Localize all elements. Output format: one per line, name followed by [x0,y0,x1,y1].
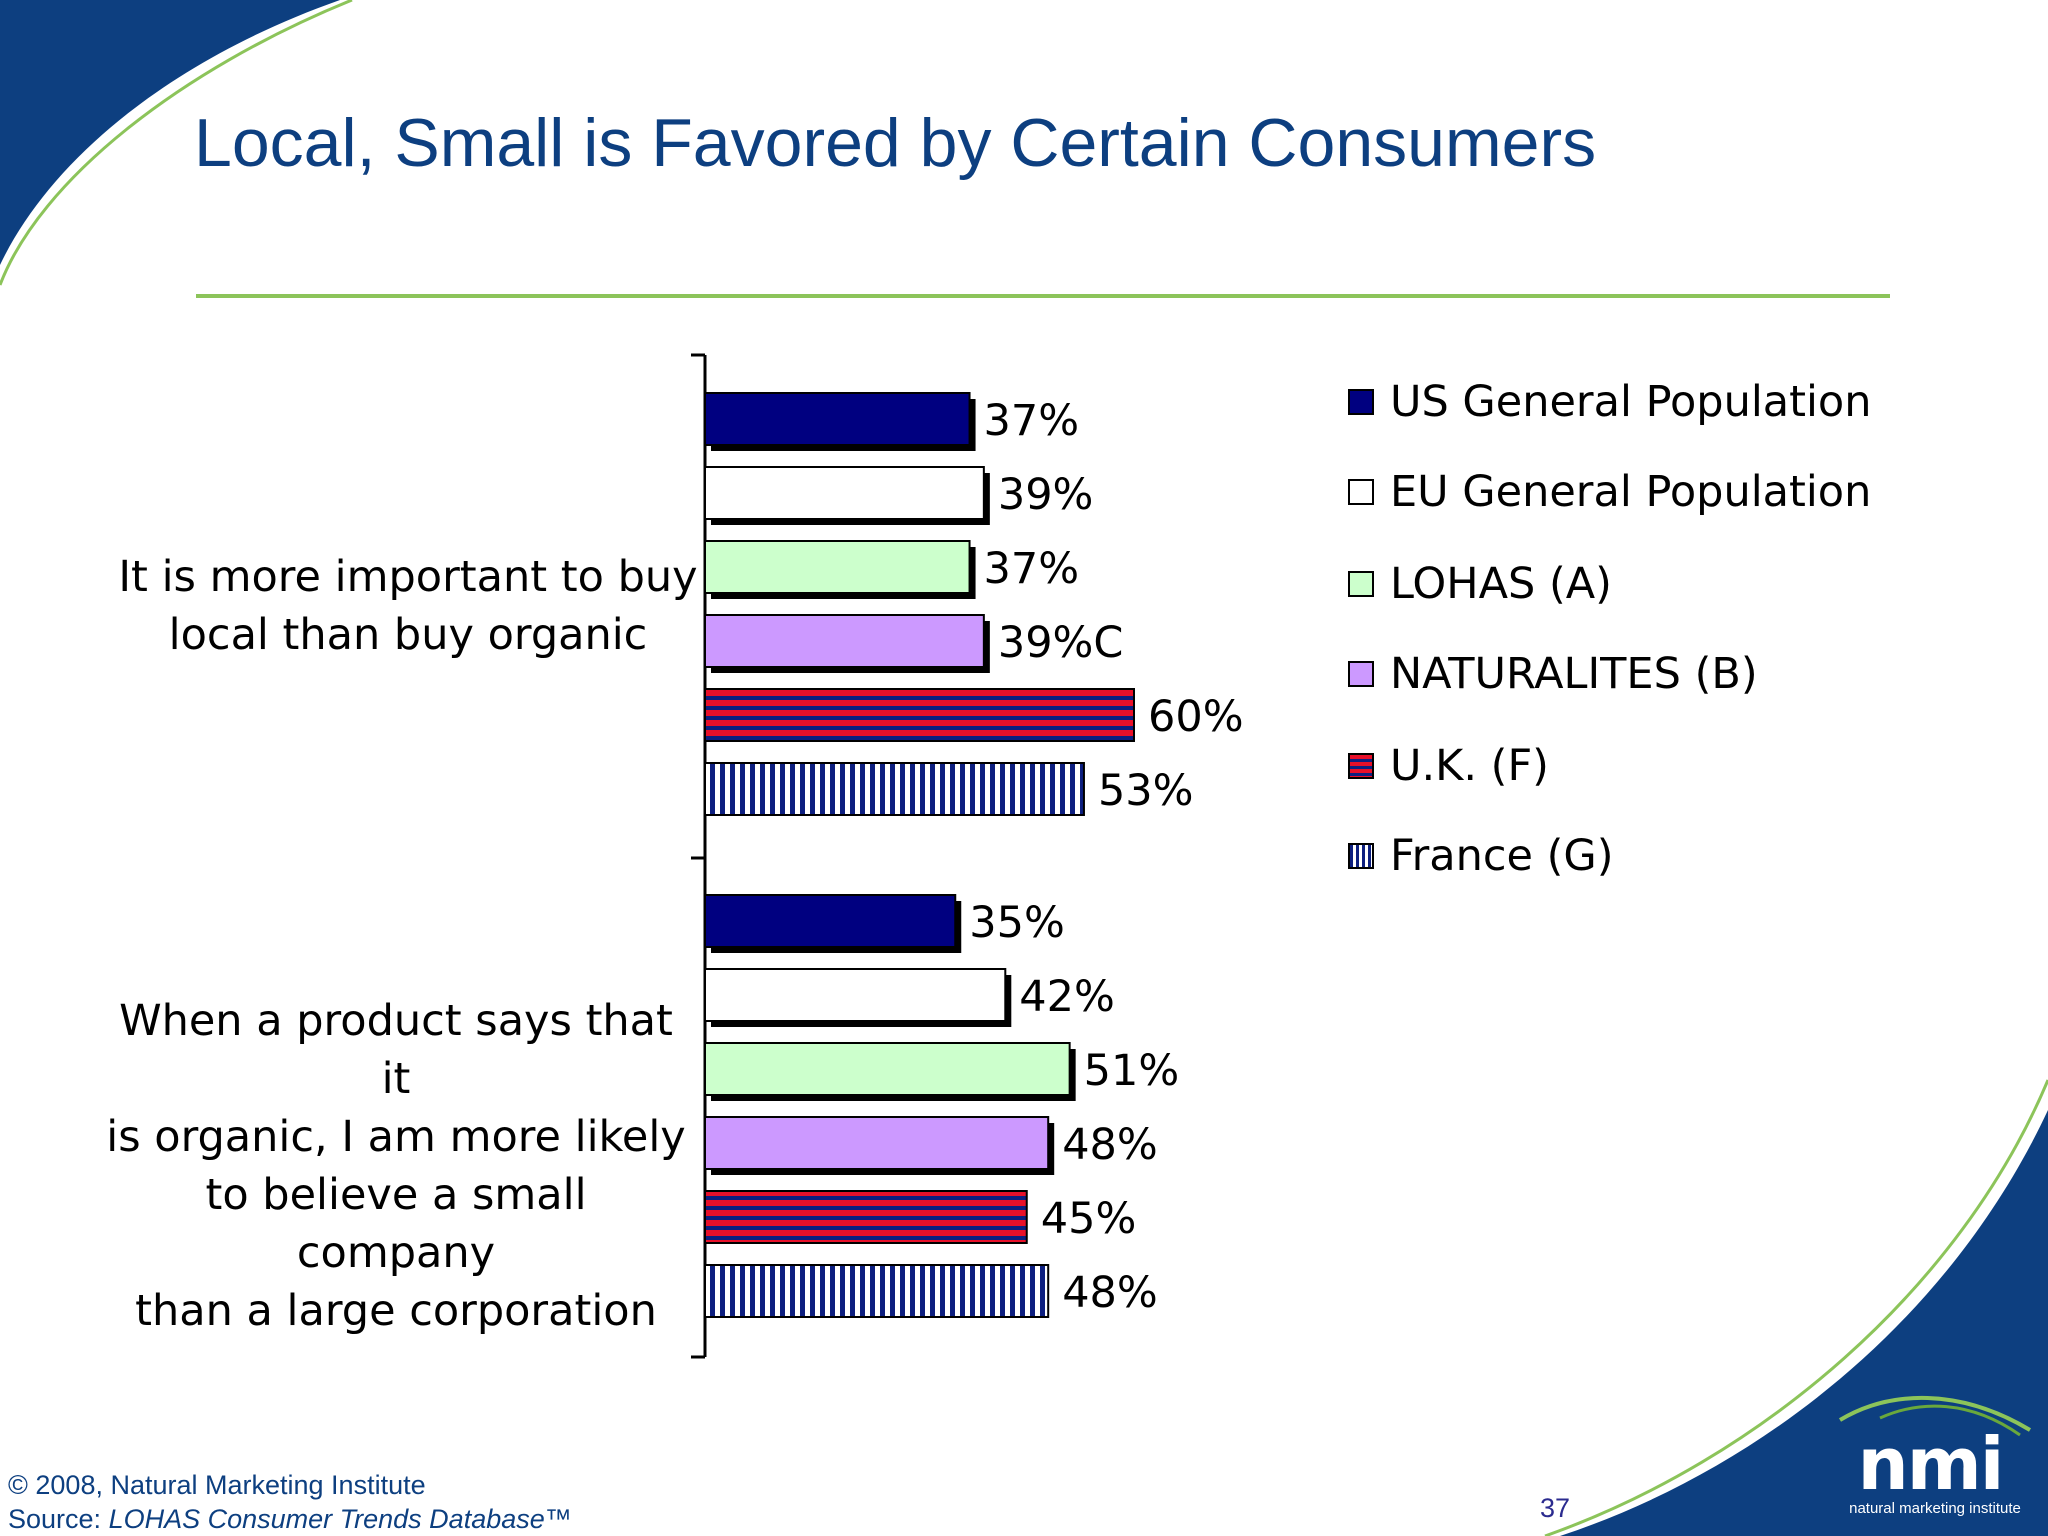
category-label: When a product says that it is organic, I… [106,992,686,1340]
legend-label: EU General Population [1390,467,1872,517]
footer: © 2008, Natural Marketing Institute Sour… [8,1468,572,1536]
title-divider [196,294,1890,298]
data-label: 35% [969,898,1065,948]
bottom-right-swoosh [1560,1110,2048,1536]
category-label-line: When a product says that it [119,996,673,1104]
legend-item: US General Population [1348,372,1871,432]
bar [704,688,1135,742]
data-label: 45% [1041,1194,1137,1244]
data-label: 39%C [998,618,1124,668]
legend-item: France (G) [1348,826,1614,886]
data-label: 42% [1019,972,1115,1022]
bar [704,1264,1050,1318]
bar [704,1042,1071,1096]
category-label: It is more important to buy local than bu… [118,548,698,664]
data-label: 39% [998,470,1094,520]
bar [704,540,971,594]
bar [704,1190,1028,1244]
data-label: 53% [1098,766,1194,816]
data-label: 37% [984,544,1080,594]
chart-data-labels: 37% 39% 37% 39%C 60% 53% 35% 42% 51% 48% 45% 48% [969,396,1243,1318]
legend-label: NATURALITES (B) [1390,649,1758,699]
data-label: 48% [1062,1268,1158,1318]
legend-label: France (G) [1390,831,1614,881]
legend-label: US General Population [1390,377,1872,427]
legend-swatch [1348,753,1374,779]
logo-subtext: natural marketing institute [1849,1500,2021,1517]
footer-source-name: LOHAS Consumer Trends Database™ [108,1504,572,1534]
slide-title: Local, Small is Favored by Certain Consu… [194,105,1597,181]
bottom-right-swoosh-line [1544,1079,2048,1536]
logo-swoosh-icon [1838,1395,2032,1437]
legend-label: LOHAS (A) [1390,559,1612,609]
top-left-swoosh [0,0,340,265]
category-label-line: is organic, I am more likely [106,1112,686,1162]
legend-item: U.K. (F) [1348,736,1549,796]
data-label: 37% [984,396,1080,446]
legend-swatch [1348,479,1374,505]
bar [704,1116,1050,1170]
bar [704,466,985,520]
footer-source-label: Source: [8,1504,109,1534]
nmi-logo: nmi natural marketing institute [1830,1390,2040,1520]
legend-item: NATURALITES (B) [1348,644,1758,704]
footer-copyright: © 2008, Natural Marketing Institute [8,1470,426,1500]
category-label-line: It is more important to buy [118,552,698,602]
legend-label: U.K. (F) [1390,741,1549,791]
page-number: 37 [1540,1493,1571,1523]
bar [704,968,1007,1022]
data-label: 48% [1062,1120,1158,1170]
bar [704,614,985,668]
category-label-line: to believe a small company [205,1170,587,1278]
data-label: 60% [1148,692,1244,742]
footer-source: Source: LOHAS Consumer Trends Database™ [8,1502,572,1536]
legend-item: LOHAS (A) [1348,554,1612,614]
category-label-line: local than buy organic [168,610,648,660]
legend-swatch [1348,661,1374,687]
chart-axis [691,353,707,1359]
legend-item: EU General Population [1348,462,1871,522]
bar [704,392,971,446]
top-left-swoosh-line [0,0,353,286]
legend-swatch [1348,389,1374,415]
legend-swatch [1348,843,1374,869]
category-label-line: than a large corporation [135,1286,657,1336]
bar [704,894,957,948]
legend-swatch [1348,571,1374,597]
data-label: 51% [1084,1046,1180,1096]
chart-bars [704,392,1135,1318]
bar [704,762,1085,816]
logo-text: nmi [1857,1422,2005,1506]
